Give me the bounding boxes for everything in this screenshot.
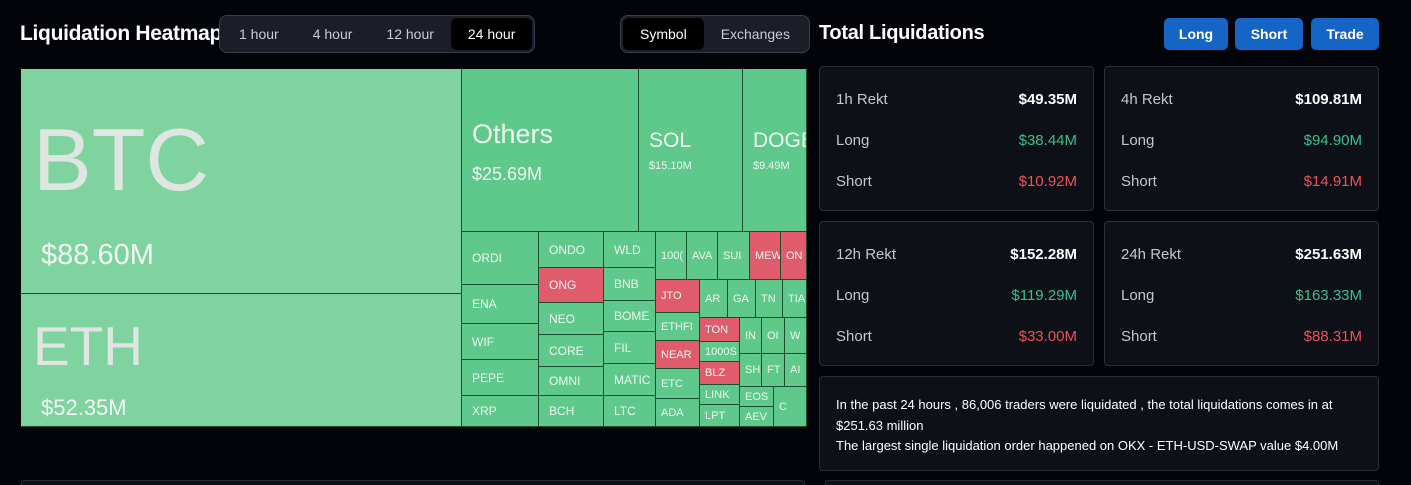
tile-aev[interactable]: AEV — [740, 407, 774, 427]
tile-ong[interactable]: ONG — [539, 268, 604, 303]
tile-on[interactable]: ON — [781, 232, 807, 280]
tile-w[interactable]: W — [785, 318, 807, 354]
trade-button[interactable]: Trade — [1311, 18, 1379, 50]
tile-c[interactable]: C — [774, 387, 807, 427]
tile-ar[interactable]: AR — [700, 280, 728, 318]
tile-ava[interactable]: AVA — [687, 232, 718, 280]
tab-symbol[interactable]: Symbol — [623, 18, 704, 50]
short-label: Short — [1121, 328, 1157, 345]
tile-bnb[interactable]: BNB — [604, 268, 656, 301]
short-value: $88.31M — [1303, 328, 1362, 345]
tile-ga[interactable]: GA — [728, 280, 756, 318]
card-24h-rekt: 24h Rekt $251.63M Long $163.33M Short $88.3… — [1104, 221, 1379, 366]
tile-wld[interactable]: WLD — [604, 232, 656, 268]
tile-link[interactable]: LINK — [700, 385, 740, 405]
tile-others[interactable]: Others $25.69M — [462, 69, 639, 232]
tile-eth[interactable]: ETH $52.35M — [21, 294, 462, 427]
tile-1000[interactable]: 100( — [656, 232, 687, 280]
tile-ada[interactable]: ADA — [656, 399, 700, 427]
tile-doge[interactable]: DOGE $9.49M — [743, 69, 807, 232]
tile-ltc[interactable]: LTC — [604, 396, 656, 427]
tile-sui[interactable]: SUI — [718, 232, 750, 280]
card-label: 4h Rekt — [1121, 91, 1173, 108]
card-total: $109.81M — [1295, 91, 1362, 108]
card-label: 1h Rekt — [836, 91, 888, 108]
tile-etc[interactable]: ETC — [656, 369, 700, 399]
long-value: $38.44M — [1018, 132, 1077, 149]
tile-ondo[interactable]: ONDO — [539, 232, 604, 268]
long-label: Long — [1121, 132, 1155, 149]
tab-1-hour[interactable]: 1 hour — [239, 26, 279, 42]
card-total: $152.28M — [1010, 246, 1077, 263]
tile-ai[interactable]: AI — [785, 354, 807, 387]
short-label: Short — [836, 328, 872, 345]
next-panel-right — [825, 480, 1379, 485]
tile-xrp[interactable]: XRP — [462, 396, 539, 427]
tile-sh[interactable]: SH — [740, 354, 762, 387]
tile-btc[interactable]: BTC $88.60M — [21, 69, 462, 294]
long-label: Long — [836, 287, 870, 304]
tab-12-hour[interactable]: 12 hour — [386, 26, 434, 42]
tab-4-hour[interactable]: 4 hour — [312, 26, 353, 42]
tile-wif[interactable]: WIF — [462, 324, 539, 360]
tile-in[interactable]: IN — [740, 318, 762, 354]
card-label: 24h Rekt — [1121, 246, 1182, 263]
tile-fil[interactable]: FIL — [604, 332, 656, 364]
tile-ethfi[interactable]: ETHFI — [656, 313, 700, 341]
tile-blz[interactable]: BLZ — [700, 362, 740, 385]
long-button[interactable]: Long — [1164, 18, 1228, 50]
heatmap-title: Liquidation Heatmap — [20, 22, 222, 45]
tile-bch[interactable]: BCH — [539, 396, 604, 427]
tile-near[interactable]: NEAR — [656, 341, 700, 369]
total-liquidations-title: Total Liquidations — [819, 22, 985, 44]
card-total: $49.35M — [1018, 91, 1077, 108]
long-value: $163.33M — [1295, 287, 1362, 304]
tile-ena[interactable]: ENA — [462, 285, 539, 324]
long-label: Long — [836, 132, 870, 149]
tile-bome[interactable]: BOME — [604, 301, 656, 332]
time-range-tabs: 1 hour 4 hour 12 hour 24 hour — [219, 15, 536, 53]
tile-oi[interactable]: OI — [762, 318, 785, 354]
card-total: $251.63M — [1295, 246, 1362, 263]
short-value: $33.00M — [1018, 328, 1077, 345]
view-tabs: Symbol Exchanges — [620, 15, 810, 53]
long-label: Long — [1121, 287, 1155, 304]
long-value: $94.90M — [1303, 132, 1362, 149]
summary-line-1: In the past 24 hours , 86,006 traders we… — [836, 397, 1333, 433]
tile-matic[interactable]: MATIC — [604, 364, 656, 396]
tile-sol[interactable]: SOL $15.10M — [639, 69, 743, 232]
tile-pepe[interactable]: PEPE — [462, 360, 539, 396]
tile-ft[interactable]: FT — [762, 354, 785, 387]
short-value: $10.92M — [1018, 173, 1077, 190]
tile-core[interactable]: CORE — [539, 335, 604, 367]
card-12h-rekt: 12h Rekt $152.28M Long $119.29M Short $33.0… — [819, 221, 1094, 366]
tile-jto[interactable]: JTO — [656, 280, 700, 313]
tile-tn[interactable]: TN — [756, 280, 783, 318]
tile-eos[interactable]: EOS — [740, 387, 774, 407]
short-label: Short — [836, 173, 872, 190]
card-label: 12h Rekt — [836, 246, 897, 263]
tile-tia[interactable]: TIA — [783, 280, 807, 318]
liquidation-summary: In the past 24 hours , 86,006 traders we… — [819, 376, 1379, 471]
summary-line-2: The largest single liquidation order hap… — [836, 438, 1339, 453]
card-4h-rekt: 4h Rekt $109.81M Long $94.90M Short $14.91M — [1104, 66, 1379, 211]
short-label: Short — [1121, 173, 1157, 190]
tile-ton[interactable]: TON — [700, 318, 740, 342]
liquidation-heatmap: BTC $88.60M ETH $52.35M Others $25.69M S… — [21, 69, 807, 427]
tile-1000s[interactable]: 1000S — [700, 342, 740, 362]
tile-ordi[interactable]: ORDI — [462, 232, 539, 285]
card-1h-rekt: 1h Rekt $49.35M Long $38.44M Short $10.92M — [819, 66, 1094, 211]
tile-omni[interactable]: OMNI — [539, 367, 604, 396]
next-panel-left — [21, 480, 805, 485]
tile-neo[interactable]: NEO — [539, 303, 604, 335]
long-value: $119.29M — [1011, 287, 1077, 304]
tab-exchanges[interactable]: Exchanges — [720, 26, 790, 42]
short-button[interactable]: Short — [1235, 18, 1303, 50]
short-value: $14.91M — [1303, 173, 1362, 190]
tab-24-hour[interactable]: 24 hour — [450, 18, 533, 50]
tile-lpt[interactable]: LPT — [700, 405, 740, 427]
tile-mew[interactable]: MEW — [750, 232, 781, 280]
